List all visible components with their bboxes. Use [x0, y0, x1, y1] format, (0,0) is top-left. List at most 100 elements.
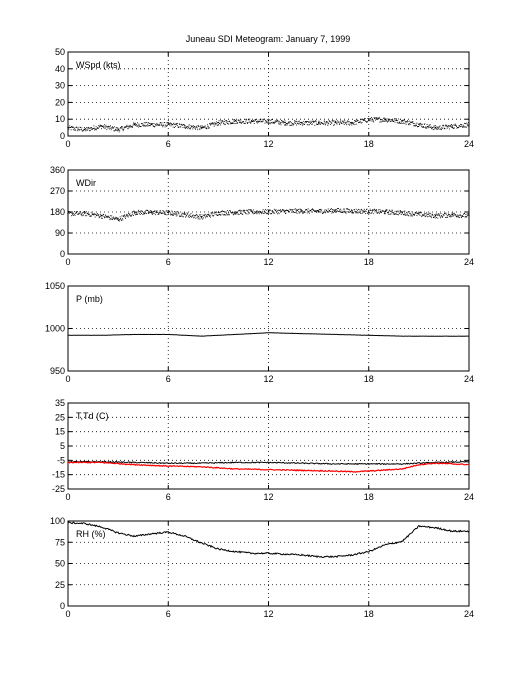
observation-dot — [433, 125, 435, 127]
observation-dot — [267, 209, 269, 211]
observation-dot — [400, 210, 402, 212]
gridlines — [68, 52, 469, 136]
observation-dot — [400, 214, 402, 215]
observation-dot — [460, 215, 462, 217]
observation-dot — [139, 211, 141, 213]
observation-dot — [362, 120, 364, 122]
observation-dot — [101, 217, 103, 219]
observation-dot — [250, 210, 252, 212]
observation-dot — [256, 120, 258, 122]
observation-dot — [292, 123, 294, 125]
observation-dot — [193, 127, 195, 128]
observation-dot — [450, 125, 452, 127]
x-tick-label: 24 — [464, 374, 474, 384]
observation-dot — [94, 128, 96, 130]
observation-dot — [219, 213, 221, 215]
observation-dot — [463, 213, 465, 215]
data-point — [134, 211, 136, 213]
observation-dot — [317, 123, 319, 125]
observation-dot — [126, 125, 128, 127]
observation-dot — [215, 213, 217, 215]
observation-dot — [166, 214, 168, 216]
observation-dot — [100, 213, 101, 215]
observation-dot — [298, 212, 300, 214]
observation-dot — [145, 124, 147, 126]
observation-dot — [266, 122, 268, 124]
observation-dot — [186, 126, 188, 128]
observation-dot — [190, 127, 191, 129]
observation-dot — [248, 212, 250, 214]
observation-dot — [409, 215, 411, 217]
observation-dot — [237, 119, 239, 121]
observation-dot — [246, 122, 248, 124]
observation-dot — [93, 127, 95, 129]
observation-dot — [199, 128, 201, 130]
observation-dot — [231, 123, 233, 124]
observation-dot — [411, 215, 412, 217]
observation-dot — [71, 126, 73, 128]
observation-dot — [70, 127, 72, 128]
x-tick-label: 18 — [364, 492, 374, 502]
observation-dot — [170, 213, 171, 215]
observation-dot — [166, 125, 168, 127]
observation-dot — [332, 209, 334, 211]
observation-dot — [145, 121, 147, 123]
observation-dot — [404, 213, 406, 215]
observation-dot — [122, 215, 124, 217]
observation-dot — [233, 212, 235, 214]
observation-dot — [220, 214, 222, 216]
observation-dot — [91, 213, 93, 215]
observation-dot — [394, 214, 396, 215]
observation-dot — [343, 210, 345, 212]
observation-dot — [204, 213, 206, 215]
observation-dot — [311, 120, 313, 122]
data-point — [451, 125, 453, 127]
observation-dot — [72, 215, 74, 217]
observation-dot — [72, 128, 74, 130]
observation-dot — [177, 123, 179, 125]
observation-dot — [121, 220, 122, 222]
x-tick-label: 12 — [263, 257, 273, 267]
observation-dot — [115, 128, 117, 130]
observation-dot — [361, 118, 363, 120]
observation-dot — [407, 123, 409, 125]
observation-dot — [313, 121, 314, 123]
data-point — [234, 211, 236, 213]
observation-dot — [417, 213, 419, 215]
observation-dot — [229, 210, 231, 212]
observation-dot — [283, 209, 285, 211]
observation-dot — [82, 130, 84, 132]
observation-dot — [192, 214, 194, 216]
observation-dot — [186, 212, 188, 214]
observation-dot — [247, 122, 249, 124]
observation-dot — [442, 214, 444, 216]
observation-dot — [84, 128, 86, 129]
observation-dot — [192, 215, 194, 217]
observation-dot — [276, 119, 278, 121]
observation-dot — [450, 216, 452, 217]
observation-dot — [349, 209, 351, 211]
observation-dot — [307, 124, 309, 126]
observation-dot — [350, 122, 352, 123]
observation-dot — [362, 211, 364, 213]
observation-dot — [440, 213, 442, 214]
observation-dot — [300, 211, 302, 213]
observation-dot — [390, 213, 392, 215]
observation-dot — [115, 216, 117, 218]
y-tick-label: 90 — [55, 228, 65, 238]
observation-dot — [132, 126, 134, 128]
observation-dot — [452, 215, 454, 217]
observation-dot — [129, 126, 131, 128]
observation-dot — [188, 125, 190, 127]
observation-dot — [295, 210, 297, 212]
observation-dot — [72, 126, 73, 128]
observation-dot — [407, 215, 409, 217]
observation-dot — [381, 118, 383, 120]
observation-dot — [218, 120, 220, 122]
observation-dot — [101, 215, 103, 216]
observation-dot — [117, 218, 118, 220]
observation-dot — [152, 213, 154, 215]
observation-dot — [296, 121, 298, 123]
observation-dot — [93, 214, 95, 216]
